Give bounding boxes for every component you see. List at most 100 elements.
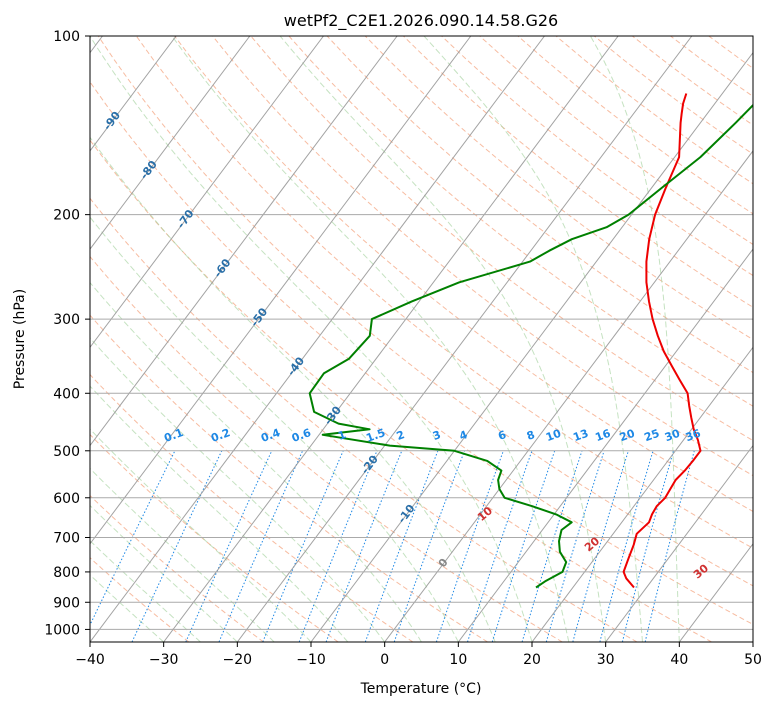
moist-adiabat-line — [279, 36, 607, 642]
mixing-ratio-label: 0.1 — [162, 426, 185, 445]
x-tick-label: 50 — [744, 652, 762, 668]
x-tick-label: −30 — [149, 652, 179, 668]
y-tick-label: 200 — [53, 208, 80, 224]
isotherm-line — [163, 36, 619, 642]
mixing-ratio-label: 4 — [458, 428, 470, 443]
y-tick-label: 500 — [53, 444, 80, 460]
y-tick-label: 600 — [53, 491, 80, 507]
moist-adiabat-line — [90, 574, 165, 642]
dry-adiabat-line — [90, 255, 563, 642]
mixing-ratio-label: 10 — [544, 427, 563, 445]
isotherm-line — [90, 36, 545, 642]
x-tick-label: −40 — [75, 652, 105, 668]
mixing-ratio-line — [467, 450, 533, 642]
dry-adiabat-line — [326, 36, 753, 374]
isotherm-line — [531, 346, 753, 642]
dry-adiabat-line — [174, 36, 753, 512]
dry-adiabat-line — [90, 557, 190, 642]
x-tick-label: −20 — [223, 652, 253, 668]
x-tick-label: 10 — [449, 652, 467, 668]
x-tick-label: −10 — [296, 652, 326, 668]
mixing-ratio-label: 25 — [642, 427, 661, 444]
dry-adiabat-line — [90, 433, 339, 642]
moist-adiabat-line — [90, 385, 349, 642]
mixing-ratio-label: 8 — [525, 428, 537, 443]
isotherm-line — [605, 444, 753, 642]
moist-adiabat-line — [90, 337, 386, 642]
mixing-ratio-line — [298, 450, 378, 642]
isotherm-line — [90, 36, 177, 152]
isotherm-line — [90, 36, 251, 250]
moist-adiabat-line — [90, 216, 459, 642]
chart-title: wetPf2_C2E1.2026.090.14.58.G26 — [284, 11, 558, 31]
mixing-ratio-label: 6 — [496, 428, 508, 443]
y-tick-label: 900 — [53, 595, 80, 611]
y-tick-label: 400 — [53, 386, 80, 402]
mixing-ratio-line — [325, 450, 403, 642]
plot-area: -100-90-80-70-60-50-40-30-20-10010203040… — [90, 36, 753, 642]
dry-adiabat-line — [90, 139, 712, 642]
moist-adiabat-line — [90, 281, 422, 642]
dry-adiabat-line — [90, 314, 488, 642]
temperature-profile-line — [622, 93, 702, 589]
mixing-ratio-line — [262, 450, 344, 642]
isotherm-line — [90, 36, 324, 349]
mixing-ratio-label: 30 — [663, 427, 682, 445]
plot-frame — [89, 35, 754, 643]
dewpoint-profile-line — [308, 103, 753, 589]
dry-adiabat-line — [212, 36, 753, 477]
dry-adiabat-line — [250, 36, 753, 442]
moist-adiabat-line — [589, 36, 680, 642]
x-tick-label: 0 — [380, 652, 389, 668]
mixing-ratio-label: 3 — [431, 428, 443, 443]
y-tick-label: 300 — [53, 312, 80, 328]
moist-adiabat-line — [171, 36, 570, 642]
y-axis-ticks: 100 200 300 400 500 600 700 800 900 1000 — [44, 29, 90, 638]
x-axis-ticks: −40 −30 −20 −10 0 10 20 30 40 50 — [75, 642, 762, 668]
mixing-ratio-line — [572, 450, 629, 642]
mixing-ratio-line — [621, 450, 674, 642]
dry-adiabat-line — [90, 81, 753, 625]
isotherm-line — [236, 36, 693, 642]
profile-lines — [308, 93, 753, 589]
moist-adiabats — [90, 36, 680, 642]
isotherms — [90, 36, 753, 642]
mixing-ratio-line — [491, 450, 556, 642]
dry-adiabats — [90, 36, 753, 642]
mixing-ratio-label: 36 — [684, 427, 703, 445]
y-axis-label: Pressure (hPa) — [12, 289, 28, 389]
x-tick-label: 40 — [670, 652, 688, 668]
mixing-ratio-label: 1.5 — [364, 426, 387, 445]
dry-adiabat-line — [364, 36, 753, 341]
moist-adiabat-line — [90, 136, 496, 642]
x-tick-label: 20 — [523, 652, 541, 668]
y-tick-label: 800 — [53, 565, 80, 581]
moist-adiabat-line — [90, 504, 238, 642]
moist-adiabat-line — [423, 36, 643, 642]
mixing-ratio-line — [545, 450, 605, 642]
isotherm-line — [310, 51, 753, 642]
isotherm-line — [90, 36, 472, 545]
y-tick-label: 100 — [53, 29, 80, 45]
isotherm-line — [90, 36, 398, 447]
mixing-ratio-label: 1 — [336, 428, 348, 443]
dry-adiabat-line — [90, 197, 638, 642]
mixing-ratio-line — [521, 450, 583, 642]
mixing-ratio-label: 13 — [571, 427, 590, 444]
mixing-ratio-line — [599, 450, 654, 642]
mixing-ratio-lines — [90, 450, 695, 642]
y-tick-label: 700 — [53, 531, 80, 547]
mixing-ratio-line — [218, 450, 304, 642]
isotherm-line — [457, 248, 753, 642]
mixing-ratio-label: 0.2 — [209, 426, 232, 445]
x-axis-label: Temperature (°C) — [360, 681, 482, 697]
mixing-ratio-line — [131, 450, 223, 642]
dry-adiabat-line — [97, 36, 753, 587]
mixing-ratio-label: 16 — [593, 427, 612, 445]
mixing-ratio-label: 2 — [395, 428, 407, 443]
dry-adiabat-line — [403, 36, 753, 308]
mixing-ratio-label: 20 — [618, 427, 637, 445]
mixing-ratio-line — [185, 450, 273, 642]
mixing-ratio-line — [364, 450, 439, 642]
